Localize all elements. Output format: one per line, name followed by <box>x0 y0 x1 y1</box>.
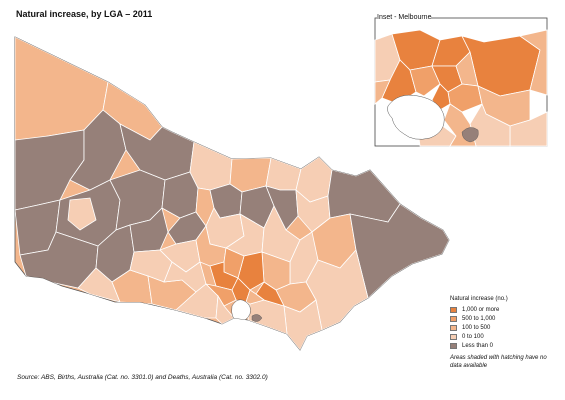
legend-item: 1,000 or more <box>450 306 560 314</box>
map-title: Natural increase, by LGA – 2011 <box>16 9 153 19</box>
legend-label: 1,000 or more <box>462 307 500 313</box>
legend-item: 0 to 100 <box>450 333 560 341</box>
lga-region <box>245 289 265 305</box>
source-note: Source: ABS, Births, Australia (Cat. no.… <box>17 374 268 381</box>
legend-item: 500 to 1,000 <box>450 315 560 323</box>
legend-label: Less than 0 <box>462 343 494 349</box>
inset-lga <box>519 29 548 96</box>
legend-swatch <box>450 343 457 349</box>
inset-lga <box>409 65 441 97</box>
legend-swatch <box>450 334 457 340</box>
legend-label: 0 to 100 <box>462 334 484 340</box>
inset-title: Inset - Melbourne <box>377 14 432 21</box>
lga-region <box>255 281 285 307</box>
legend-swatch <box>450 307 457 313</box>
inset-french-island <box>461 127 479 143</box>
legend-swatch <box>450 325 457 331</box>
lga-region <box>161 171 199 219</box>
legend-item: Less than 0 <box>450 342 560 350</box>
legend-swatch <box>450 316 457 322</box>
lga-region <box>327 169 401 223</box>
legend-label: 100 to 500 <box>462 325 491 331</box>
lga-region <box>67 197 97 231</box>
lga-region <box>265 157 302 191</box>
inset-lga <box>374 79 391 105</box>
legend-label: 500 to 1,000 <box>462 316 496 322</box>
legend-item: 100 to 500 <box>450 324 560 332</box>
lga-region <box>163 261 207 293</box>
lga-region <box>215 294 235 325</box>
inset-melbourne <box>374 17 548 147</box>
french-island <box>251 314 263 322</box>
legend-note: Areas shaded with hatching have no data … <box>450 355 547 369</box>
map-legend: Natural increase (no.) 1,000 or more 500… <box>450 296 560 370</box>
legend-title: Natural increase (no.) <box>450 296 508 302</box>
inset-port-phillip-bay <box>387 94 445 140</box>
